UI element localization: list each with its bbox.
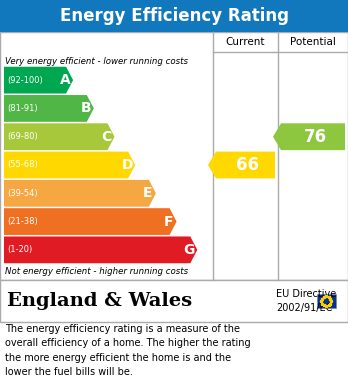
Polygon shape <box>4 152 135 178</box>
Polygon shape <box>4 67 73 93</box>
Text: F: F <box>164 215 173 229</box>
Text: Current: Current <box>226 37 265 47</box>
Polygon shape <box>4 237 197 263</box>
Text: G: G <box>184 243 195 257</box>
Polygon shape <box>208 152 275 178</box>
Text: (1-20): (1-20) <box>7 246 32 255</box>
Text: D: D <box>121 158 133 172</box>
Bar <box>0 280 348 322</box>
Text: Not energy efficient - higher running costs: Not energy efficient - higher running co… <box>5 267 188 276</box>
Text: (92-100): (92-100) <box>7 75 43 84</box>
Bar <box>316 294 335 308</box>
Text: B: B <box>80 101 91 115</box>
Text: (81-91): (81-91) <box>7 104 38 113</box>
Text: A: A <box>60 73 71 87</box>
Text: Energy Efficiency Rating: Energy Efficiency Rating <box>60 7 288 25</box>
Text: 66: 66 <box>236 156 259 174</box>
Text: Potential: Potential <box>290 37 336 47</box>
Polygon shape <box>4 208 176 235</box>
Polygon shape <box>4 95 94 122</box>
Text: EU Directive
2002/91/EC: EU Directive 2002/91/EC <box>276 289 336 314</box>
Text: The energy efficiency rating is a measure of the
overall efficiency of a home. T: The energy efficiency rating is a measur… <box>5 324 251 377</box>
Text: 76: 76 <box>303 128 326 146</box>
Bar <box>0 32 348 280</box>
Text: C: C <box>101 130 112 144</box>
Text: (55-68): (55-68) <box>7 160 38 170</box>
Polygon shape <box>4 123 114 150</box>
Text: (69-80): (69-80) <box>7 132 38 141</box>
Text: E: E <box>143 186 153 200</box>
Text: Very energy efficient - lower running costs: Very energy efficient - lower running co… <box>5 57 188 66</box>
Polygon shape <box>273 123 345 150</box>
Polygon shape <box>4 180 156 207</box>
Text: England & Wales: England & Wales <box>7 292 192 310</box>
Text: (39-54): (39-54) <box>7 189 38 198</box>
Bar <box>0 0 348 32</box>
Text: (21-38): (21-38) <box>7 217 38 226</box>
